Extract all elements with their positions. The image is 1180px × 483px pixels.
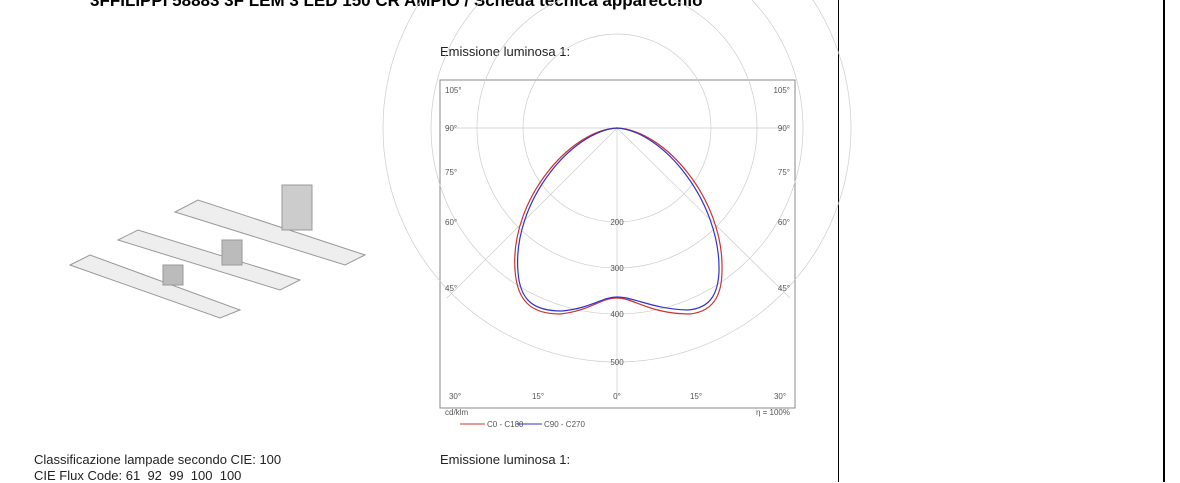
diagram-label: 60°	[445, 218, 457, 227]
diagram-label: 0°	[613, 392, 621, 401]
section-heading: Emissione luminosa 1:	[440, 452, 571, 467]
diagram-label: C90 - C270	[544, 420, 585, 429]
diagram-label: 400	[610, 310, 624, 319]
diagram-label: 15°	[532, 392, 544, 401]
diagram-label: 60°	[778, 218, 790, 227]
luminaire-image	[68, 184, 367, 319]
polar-grid	[382, 0, 852, 400]
divider	[838, 0, 839, 482]
title: 3FFILIPPI 58883 3F LEM 3 LED 150 CR AMPI…	[90, 0, 703, 10]
diagram-label: 90°	[445, 124, 457, 133]
diagram-label: cd/klm	[445, 408, 468, 417]
divider	[1163, 0, 1165, 482]
flux-code: CIE Flux Code: 61 92 99 100 100	[34, 468, 242, 483]
diagram-label: 500	[610, 358, 624, 367]
diagram-label: 105°	[445, 86, 462, 95]
diagram-label: η = 100%	[756, 408, 790, 417]
diagram-label: 200	[610, 218, 624, 227]
diagram-label: 75°	[445, 168, 457, 177]
diagram-label: 45°	[445, 284, 457, 293]
diagram-label: C0 - C180	[487, 420, 524, 429]
classification: Classificazione lampade secondo CIE: 100	[34, 452, 282, 467]
diagram-frame	[439, 79, 796, 409]
diagram-label: 75°	[778, 168, 790, 177]
diagram-label: 105°	[773, 86, 790, 95]
diagram-label: 30°	[449, 392, 461, 401]
curve-c0	[514, 127, 723, 315]
diagram-label: 300	[610, 264, 624, 273]
diagram-label: 30°	[774, 392, 786, 401]
section-heading: Emissione luminosa 1:	[440, 44, 571, 59]
diagram-label: 90°	[778, 124, 790, 133]
diagram-label: 45°	[778, 284, 790, 293]
diagram-label: 15°	[690, 392, 702, 401]
curve-c90	[517, 127, 720, 312]
